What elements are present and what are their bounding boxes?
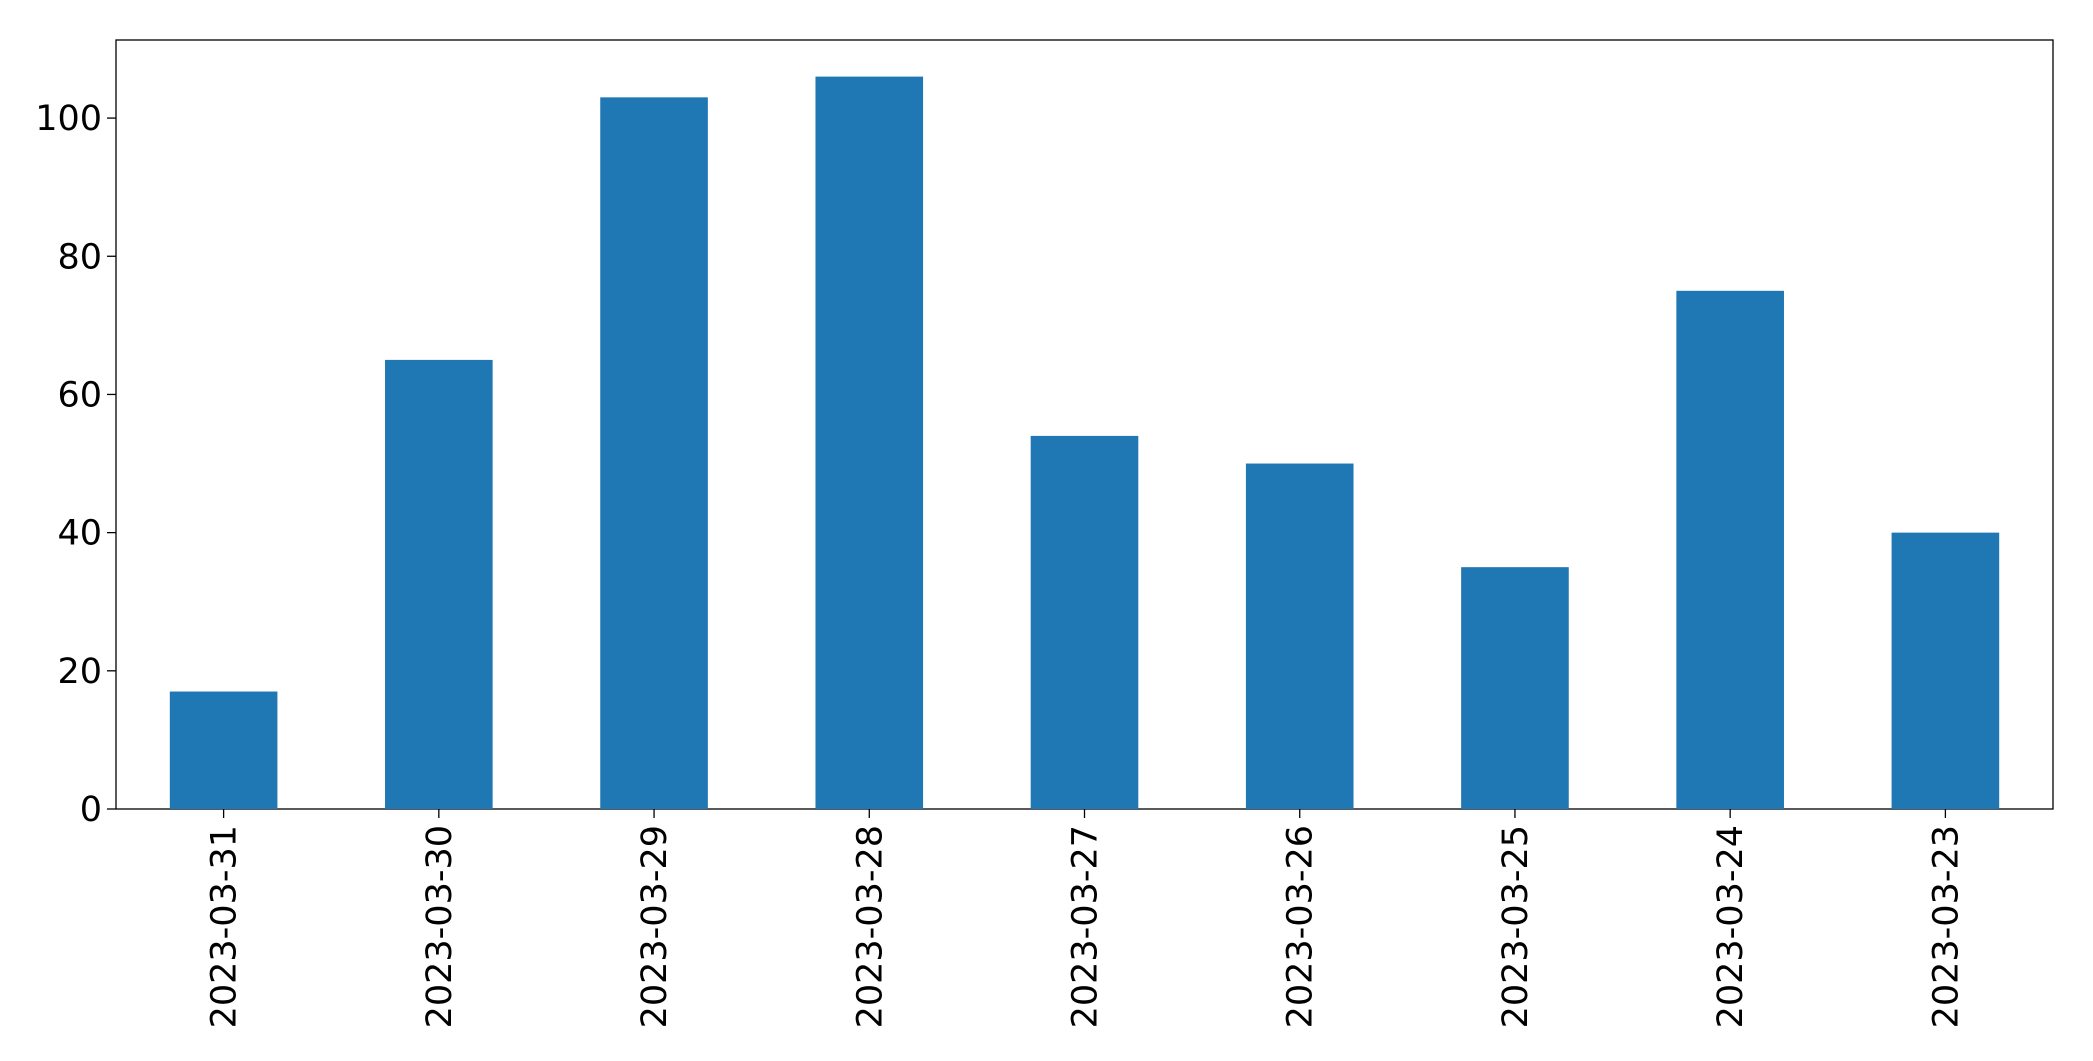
bar — [1676, 290, 1784, 810]
x-tick-label: 2023-03-24 — [1711, 825, 1751, 1028]
y-tick-label: 40 — [57, 514, 102, 554]
bar — [815, 76, 924, 810]
bar — [1891, 532, 2000, 809]
bar — [1030, 435, 1139, 809]
x-tick-label: 2023-03-25 — [1496, 825, 1536, 1028]
x-tick-label: 2023-03-27 — [1066, 825, 1106, 1028]
y-tick-label: 0 — [80, 790, 102, 830]
bar — [1245, 463, 1354, 809]
x-tick-label: 2023-03-31 — [205, 825, 245, 1028]
y-tick-label: 80 — [57, 237, 102, 277]
x-tick-label: 2023-03-26 — [1281, 825, 1321, 1028]
bar — [600, 97, 708, 810]
x-tick-label: 2023-03-23 — [1926, 825, 1966, 1028]
x-tick-label: 2023-03-28 — [850, 825, 890, 1028]
y-tick-label: 20 — [57, 652, 102, 692]
y-tick-label: 100 — [35, 99, 102, 139]
bar — [385, 359, 493, 809]
y-tick-label: 60 — [57, 375, 102, 415]
bar — [169, 691, 278, 809]
x-tick-label: 2023-03-29 — [635, 825, 675, 1028]
bar — [1461, 567, 1569, 809]
x-tick-label: 2023-03-30 — [420, 825, 460, 1028]
